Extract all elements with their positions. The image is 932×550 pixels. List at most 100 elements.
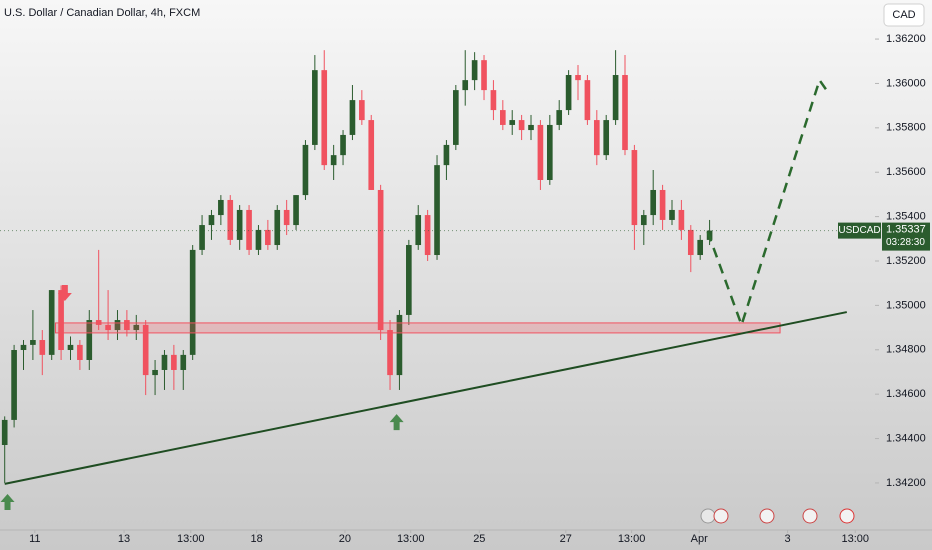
x-tick-label: 11 <box>29 533 40 545</box>
event-icons <box>700 508 855 524</box>
candle-body <box>359 100 365 121</box>
candle-body <box>171 354 177 370</box>
candle-body <box>77 344 83 360</box>
candle-body <box>396 314 403 376</box>
candle-body <box>20 344 27 351</box>
x-tick-label: 13:00 <box>618 533 646 545</box>
candle-body <box>490 90 497 111</box>
candle-body <box>528 124 534 131</box>
candle-body <box>218 199 224 216</box>
event-icon[interactable] <box>713 508 729 524</box>
y-tick-label: 1.34400 <box>886 432 926 444</box>
x-tick-label: 20 <box>339 533 351 545</box>
event-icon[interactable] <box>802 508 818 524</box>
candle-body <box>565 75 572 111</box>
candle-body <box>283 209 290 226</box>
candle-body <box>48 290 55 355</box>
event-icon[interactable] <box>839 508 855 524</box>
candle-body <box>687 229 694 256</box>
x-tick-label: 13:00 <box>841 533 869 545</box>
y-tick-label: 1.34600 <box>886 388 926 400</box>
price-badge <box>882 222 930 251</box>
candle-body <box>180 354 187 370</box>
candle-body <box>302 144 309 196</box>
candle-body <box>678 209 685 230</box>
candle-body <box>377 189 384 331</box>
candle-body <box>236 209 243 240</box>
chart-title: U.S. Dollar / Canadian Dollar, 4h, FXCM <box>4 7 200 19</box>
candle-body <box>434 165 440 256</box>
currency-button[interactable] <box>883 3 925 27</box>
candle-body <box>406 245 412 315</box>
x-tick-label: 18 <box>250 533 262 545</box>
candle-body <box>142 324 149 376</box>
x-tick-label: Apr <box>691 533 708 545</box>
candle-body <box>124 320 130 331</box>
candle-body <box>312 70 318 145</box>
candle-body <box>443 144 450 166</box>
candle-body <box>453 90 459 145</box>
candle-body <box>509 120 516 125</box>
candle-body <box>631 150 638 226</box>
candle-body <box>161 354 168 370</box>
last-price-label: 1.35337 <box>886 224 926 236</box>
candle-body <box>603 120 610 156</box>
candle-body <box>500 110 506 125</box>
x-tick-label: 13:00 <box>397 533 425 545</box>
symbol-badge <box>838 222 881 239</box>
candle-body <box>67 344 74 351</box>
y-tick-label: 1.34800 <box>886 344 926 356</box>
y-tick-label: 1.36000 <box>886 77 926 89</box>
candle-body <box>39 340 46 355</box>
candle-body <box>622 75 628 151</box>
candle-body <box>462 80 469 91</box>
candle-body <box>650 189 657 216</box>
candle-body <box>189 249 196 355</box>
candle-body <box>575 75 581 81</box>
candle-body <box>11 350 17 420</box>
candle-body <box>274 209 281 246</box>
candle-body <box>640 215 647 226</box>
candle-body <box>208 215 215 226</box>
candle-body <box>659 189 666 220</box>
y-tick-label: 1.35200 <box>886 255 926 267</box>
candle-body <box>265 229 271 246</box>
candle-body <box>114 320 121 331</box>
candle-body <box>584 80 591 121</box>
candle-body <box>58 290 64 351</box>
y-tick-label: 1.35000 <box>886 299 926 311</box>
candle-body <box>152 369 158 376</box>
candle-body <box>246 209 252 250</box>
event-icon[interactable] <box>700 508 716 524</box>
candle-body <box>556 110 563 125</box>
candle-body <box>368 120 375 190</box>
candle-body <box>518 120 525 131</box>
projection-path <box>706 77 831 329</box>
x-tick-label: 13:00 <box>177 533 205 545</box>
currency-label[interactable]: CAD <box>892 9 915 21</box>
candle-body <box>424 215 431 256</box>
y-tick-label: 1.34200 <box>886 477 926 489</box>
candle-body <box>321 70 328 166</box>
candle-body <box>227 199 234 240</box>
candle-body <box>546 124 553 180</box>
candle-body <box>387 330 393 376</box>
candle-body <box>340 134 346 156</box>
event-icon[interactable] <box>759 508 775 524</box>
candle-body <box>415 215 422 246</box>
candle-body <box>105 324 111 331</box>
candle-body <box>481 60 487 91</box>
candle-body <box>293 195 299 226</box>
candle-body <box>612 75 619 121</box>
y-tick-label: 1.35600 <box>886 166 926 178</box>
candle-body <box>330 155 337 166</box>
candle-body <box>1 419 8 445</box>
down-arrow <box>57 284 72 301</box>
x-tick-label: 3 <box>785 533 791 545</box>
x-tick-label: 27 <box>560 533 572 545</box>
x-tick-label: 25 <box>473 533 485 545</box>
support-zone <box>54 322 781 334</box>
candle-body <box>86 320 93 360</box>
